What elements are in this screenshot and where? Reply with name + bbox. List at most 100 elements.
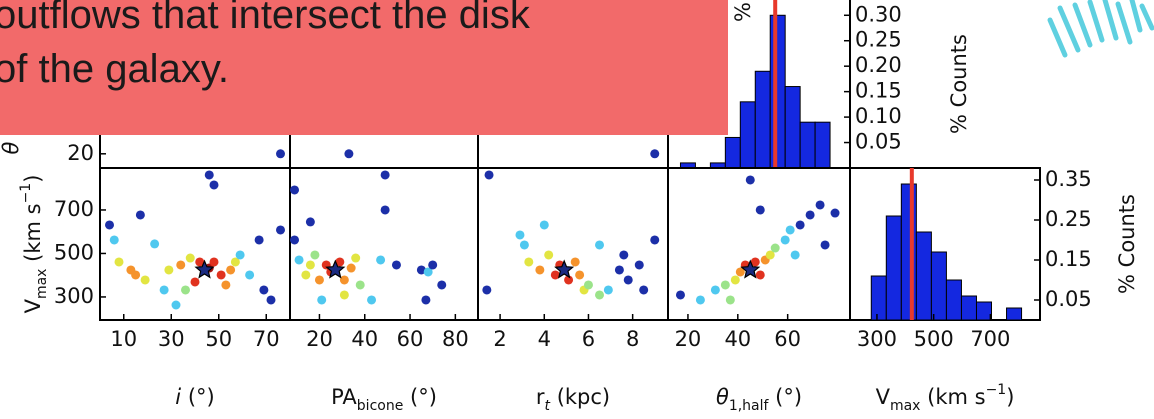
scatter-point [428, 260, 438, 270]
scatter-point [245, 270, 255, 280]
scatter-point [745, 175, 755, 185]
y-tick-label: 300 [54, 284, 94, 308]
label-part: (kpc) [550, 385, 610, 409]
scatter-point [623, 275, 633, 285]
scatter-panel: 2 4 6 8 [477, 167, 669, 351]
scatter-point [634, 260, 644, 270]
scatter-point [339, 275, 349, 285]
scatter-point [171, 300, 181, 310]
y-tick-label: 700 [54, 197, 94, 221]
scatter-point [564, 275, 574, 285]
scatter-point [380, 170, 390, 180]
scatter-point [290, 235, 300, 245]
x-tick-label: 40 [351, 327, 378, 351]
x-tick-label: 4 [538, 327, 551, 351]
label-part: ) [1006, 385, 1014, 409]
x-tick-label: 50 [205, 327, 232, 351]
scatter-point [351, 253, 361, 263]
scatter-point [164, 265, 174, 275]
scatter-point [185, 253, 195, 263]
scatter-point [150, 239, 160, 249]
brush-decoration [1047, 0, 1154, 58]
label-part: θ [716, 385, 729, 409]
histogram-bar [930, 251, 947, 321]
label-part: (°) [403, 385, 437, 409]
histogram-bar [945, 279, 962, 321]
label-part: i [175, 385, 181, 409]
y-tick-label: 500 [54, 240, 94, 264]
scatter-point [755, 270, 765, 280]
histogram-bar [960, 295, 977, 321]
scatter-point [535, 265, 545, 275]
histogram-bar [769, 14, 786, 169]
y-axis-label: % Counts [1115, 194, 1139, 294]
scatter-point [314, 275, 324, 285]
scatter-panel: 300 500 700 10 30 50 70 [54, 167, 291, 351]
scatter-point [216, 270, 226, 280]
scatter-point [550, 270, 560, 280]
scatter-point [159, 285, 169, 295]
scatter-point [650, 235, 660, 245]
x-tick-label: 60 [774, 327, 801, 351]
x-tick-label: 70 [253, 327, 280, 351]
histogram-bar [975, 301, 993, 321]
scatter-point [710, 285, 720, 295]
x-axis-label: rt (kpc) [536, 385, 610, 414]
scatter-panel: 20 40 60 [667, 167, 851, 351]
label-fragment: % [731, 2, 755, 22]
scatter-point [276, 149, 285, 159]
scatter-point [235, 250, 245, 260]
scatter-point [544, 250, 554, 260]
histogram-bar [1006, 307, 1023, 321]
x-axis-label: i (°) [175, 385, 214, 409]
scatter-point [484, 170, 494, 180]
scatter-point [735, 267, 745, 277]
y-tick-label: 0.25 [1045, 207, 1092, 231]
histogram-bar [814, 121, 831, 169]
x-tick-label: 10 [110, 327, 137, 351]
scatter-point [437, 280, 447, 290]
scatter-point [720, 280, 730, 290]
scatter-point [376, 255, 386, 265]
x-tick-label: 30 [158, 327, 185, 351]
label-part: V [21, 298, 45, 313]
histogram-bar [870, 275, 887, 321]
scatter-point [317, 295, 327, 305]
label-part: 1,half [729, 398, 770, 414]
label-part: (km s [920, 385, 985, 409]
scatter-point [595, 240, 605, 250]
scatter-point [423, 267, 433, 277]
scatter-point [181, 285, 190, 295]
x-tick-label: 6 [582, 327, 595, 351]
scatter-point [209, 180, 219, 190]
scatter-point [583, 280, 593, 290]
label-part: t [545, 398, 551, 414]
scatter-point [795, 220, 805, 230]
scatter-point [259, 285, 269, 295]
scatter-point [575, 270, 585, 280]
best-fit-star [194, 259, 215, 279]
scatter-point [770, 243, 780, 253]
label-part: max [34, 269, 50, 300]
scatter-point [344, 149, 354, 159]
x-tick-label: 500 [914, 327, 954, 351]
scatter-point [209, 257, 219, 267]
scatter-point [109, 235, 119, 245]
y-tick-label: 0.15 [1045, 247, 1092, 271]
y-tick-label: 20 [67, 141, 94, 165]
x-axis-label: Vmax (km s−1) [876, 382, 1015, 414]
label-part: −1 [986, 382, 1007, 398]
scatter-point [650, 149, 660, 159]
histogram-bar [754, 70, 771, 169]
scatter-point [254, 235, 264, 245]
scatter-point [301, 270, 311, 280]
scatter-point [805, 210, 815, 220]
x-tick-label: 2 [493, 327, 506, 351]
callout-line: of the galaxy. [0, 47, 229, 91]
histogram-bar [885, 215, 902, 321]
y-tick-label: 0.10 [855, 104, 902, 128]
label-part: (km s [21, 203, 45, 268]
callout-line: outflows that intersect the disk [0, 0, 531, 37]
histogram-panel: 0.05 0.15 0.25 0.35 % Counts 300 500 700 [849, 167, 1139, 351]
scatter-point [339, 290, 349, 300]
